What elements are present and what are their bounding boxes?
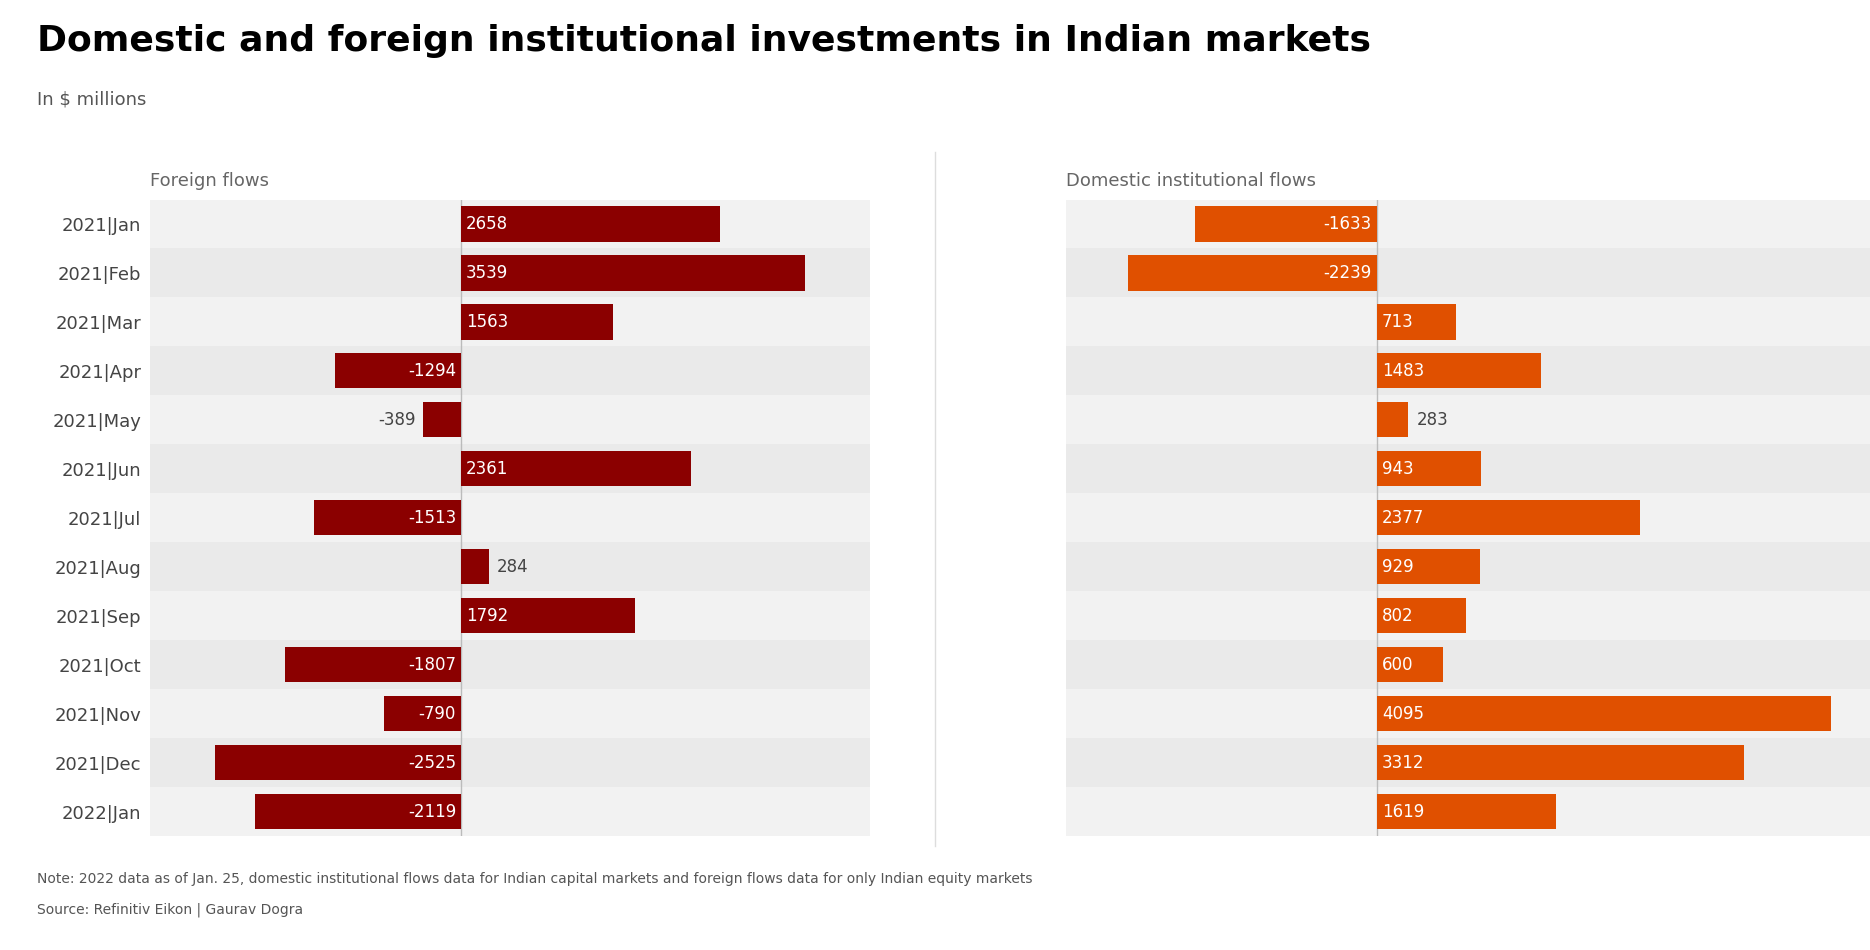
Bar: [150, 591, 870, 640]
Bar: [1376, 696, 1831, 732]
Text: 2361: 2361: [466, 460, 509, 478]
Bar: [1066, 787, 1870, 836]
Bar: [150, 542, 870, 591]
Bar: [460, 451, 690, 486]
Bar: [150, 249, 870, 297]
Text: In $ millions: In $ millions: [37, 90, 146, 108]
Text: 3312: 3312: [1382, 753, 1425, 771]
Bar: [1195, 206, 1376, 241]
Bar: [150, 493, 870, 542]
Bar: [150, 297, 870, 347]
Bar: [1066, 738, 1870, 787]
Bar: [423, 402, 460, 437]
Text: 943: 943: [1382, 460, 1414, 478]
Bar: [1066, 297, 1870, 347]
Bar: [1066, 591, 1870, 640]
Bar: [150, 689, 870, 738]
Text: 2658: 2658: [466, 215, 509, 233]
Bar: [1376, 598, 1466, 634]
Text: -2119: -2119: [408, 803, 456, 821]
Text: Note: 2022 data as of Jan. 25, domestic institutional flows data for Indian capi: Note: 2022 data as of Jan. 25, domestic …: [37, 872, 1032, 886]
Bar: [150, 640, 870, 689]
Bar: [1066, 200, 1870, 249]
Bar: [1066, 347, 1870, 395]
Text: Foreign flows: Foreign flows: [150, 172, 269, 190]
Bar: [1066, 445, 1870, 493]
Text: Source: Refinitiv Eikon | Gaurav Dogra: Source: Refinitiv Eikon | Gaurav Dogra: [37, 902, 303, 917]
Bar: [1376, 353, 1541, 389]
Text: 929: 929: [1382, 558, 1414, 576]
Bar: [1066, 249, 1870, 297]
Bar: [1376, 794, 1556, 829]
Text: 1563: 1563: [466, 313, 509, 331]
Bar: [460, 549, 488, 584]
Text: 1483: 1483: [1382, 362, 1425, 380]
Text: 1792: 1792: [466, 607, 509, 625]
Bar: [215, 745, 460, 780]
Text: 1619: 1619: [1382, 803, 1425, 821]
Bar: [150, 395, 870, 445]
Bar: [1066, 640, 1870, 689]
Bar: [1376, 549, 1479, 584]
Text: 2377: 2377: [1382, 509, 1425, 526]
Text: -790: -790: [419, 705, 456, 723]
Bar: [335, 353, 460, 389]
Bar: [1128, 256, 1376, 291]
Bar: [1376, 647, 1444, 682]
Text: -2239: -2239: [1322, 264, 1371, 282]
Bar: [150, 445, 870, 493]
Text: 600: 600: [1382, 656, 1414, 674]
Bar: [284, 647, 460, 682]
Bar: [1376, 745, 1745, 780]
Bar: [150, 347, 870, 395]
Bar: [1376, 451, 1481, 486]
Bar: [460, 206, 720, 241]
Bar: [254, 794, 460, 829]
Text: Domestic institutional flows: Domestic institutional flows: [1066, 172, 1316, 190]
Bar: [1066, 542, 1870, 591]
Bar: [1376, 402, 1408, 437]
Bar: [314, 500, 460, 536]
Bar: [150, 787, 870, 836]
Text: 802: 802: [1382, 607, 1414, 625]
Bar: [1066, 493, 1870, 542]
Bar: [1066, 395, 1870, 445]
Text: -1294: -1294: [408, 362, 456, 380]
Text: -389: -389: [378, 410, 415, 428]
Text: 4095: 4095: [1382, 705, 1425, 723]
Bar: [460, 598, 636, 634]
Text: 3539: 3539: [466, 264, 509, 282]
Text: -2525: -2525: [408, 753, 456, 771]
Text: -1513: -1513: [408, 509, 456, 526]
Bar: [383, 696, 460, 732]
Text: 283: 283: [1417, 410, 1449, 428]
Bar: [1066, 689, 1870, 738]
Bar: [1376, 500, 1640, 536]
Bar: [1376, 304, 1455, 339]
Text: 284: 284: [496, 558, 527, 576]
Text: -1807: -1807: [408, 656, 456, 674]
Text: -1633: -1633: [1322, 215, 1371, 233]
Bar: [150, 200, 870, 249]
Bar: [150, 738, 870, 787]
Bar: [460, 256, 806, 291]
Text: 713: 713: [1382, 313, 1414, 331]
Bar: [460, 304, 613, 339]
Text: Domestic and foreign institutional investments in Indian markets: Domestic and foreign institutional inves…: [37, 24, 1371, 58]
